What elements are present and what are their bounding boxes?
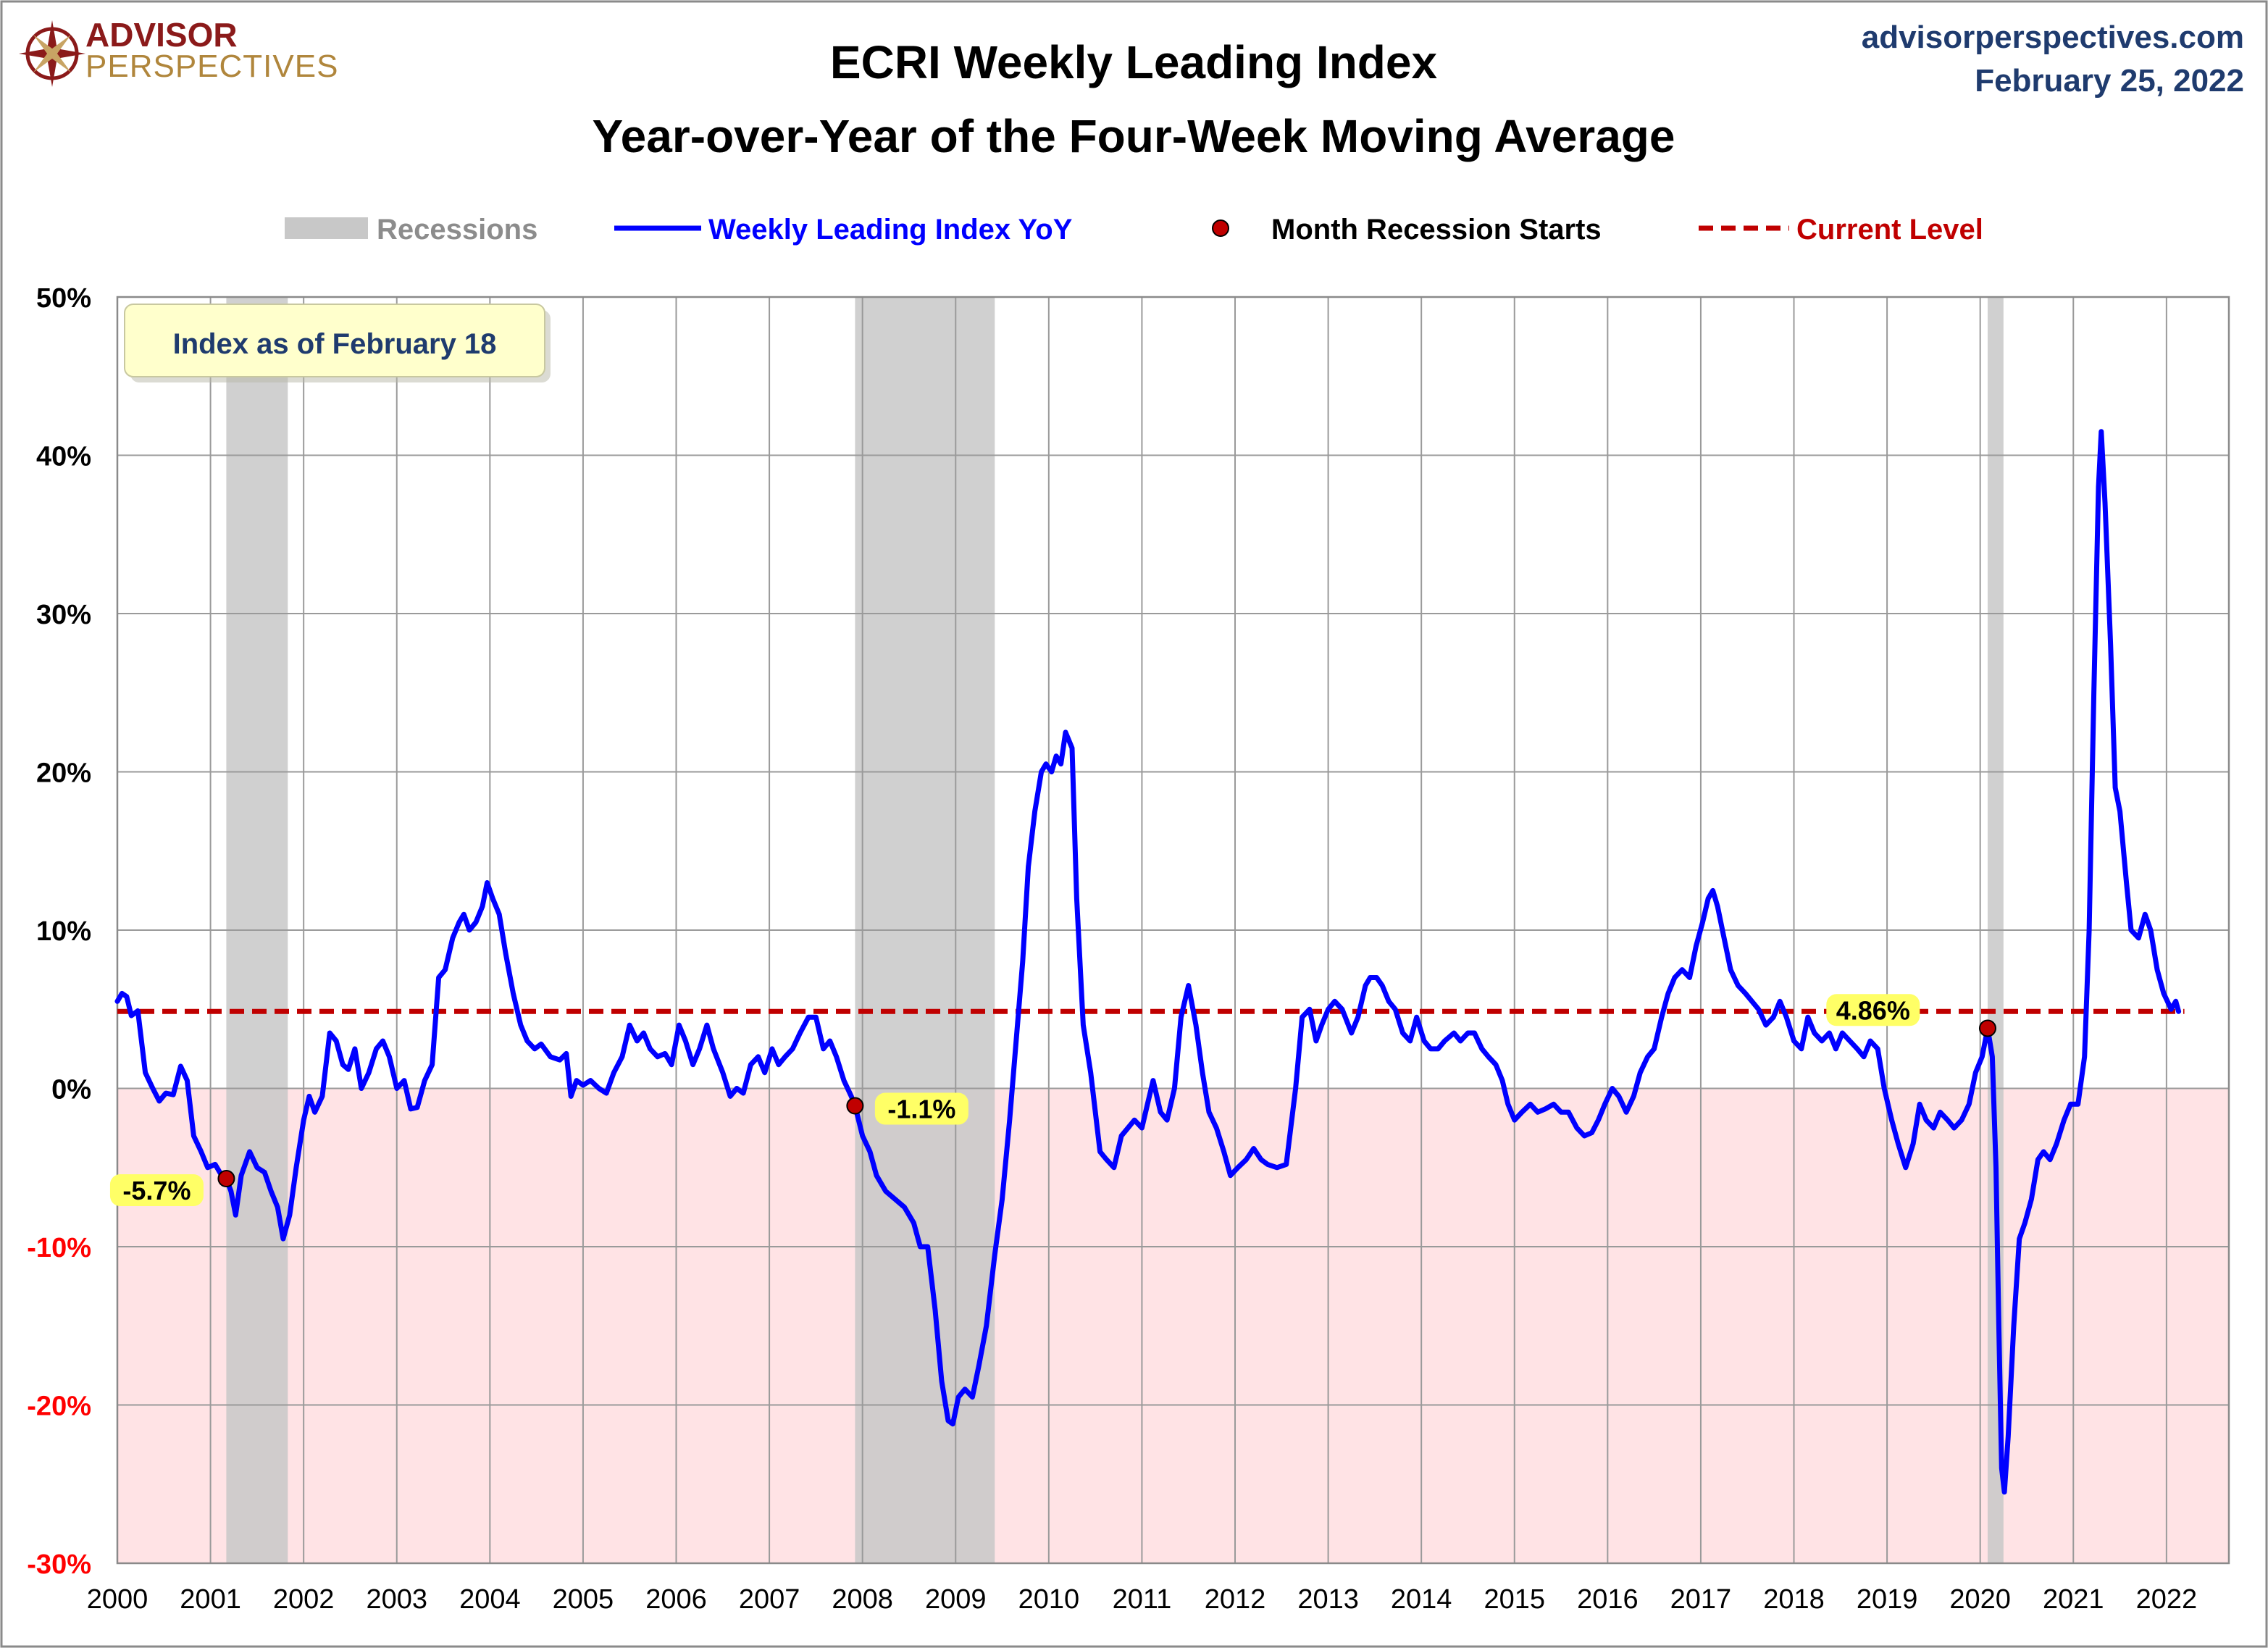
y-tick-label: 0% — [51, 1075, 91, 1105]
y-tick-label: 40% — [36, 442, 91, 472]
recession-start-marker — [218, 1171, 234, 1187]
recession-start-label: -5.7% — [122, 1176, 191, 1205]
recession-start-marker — [1980, 1020, 1996, 1036]
x-tick-label: 2006 — [645, 1584, 707, 1615]
legend-series-label: Weekly Leading Index YoY — [708, 214, 1073, 246]
negative-zone — [117, 1089, 2229, 1564]
current-level-label: 4.86% — [1836, 995, 1910, 1025]
site-url: advisorperspectives.com — [1862, 20, 2244, 55]
x-tick-label: 2016 — [1577, 1584, 1639, 1615]
recession-start-label: -1.1% — [887, 1095, 955, 1124]
x-tick-label: 2018 — [1763, 1584, 1825, 1615]
x-tick-label: 2013 — [1297, 1584, 1359, 1615]
chart-title: ECRI Weekly Leading Index — [830, 36, 1438, 88]
x-tick-label: 2021 — [2043, 1584, 2104, 1615]
x-tick-label: 2011 — [1113, 1584, 1172, 1615]
x-tick-label: 2019 — [1857, 1584, 1918, 1615]
recession-start-marker — [847, 1098, 863, 1114]
legend-recessions-swatch — [285, 217, 368, 239]
logo-sub: PERSPECTIVES — [85, 49, 338, 84]
x-tick-label: 2009 — [925, 1584, 987, 1615]
y-tick-label: 10% — [36, 916, 91, 947]
x-tick-label: 2010 — [1018, 1584, 1080, 1615]
x-tick-label: 2001 — [180, 1584, 241, 1615]
x-tick-label: 2017 — [1670, 1584, 1732, 1615]
x-tick-label: 2008 — [832, 1584, 893, 1615]
y-tick-label: 50% — [36, 283, 91, 314]
legend-recessions-label: Recessions — [377, 214, 537, 246]
legend-starts-label: Month Recession Starts — [1271, 214, 1602, 246]
x-tick-label: 2014 — [1391, 1584, 1452, 1615]
x-tick-label: 2020 — [1949, 1584, 2011, 1615]
x-tick-label: 2003 — [366, 1584, 427, 1615]
y-tick-label: -30% — [27, 1549, 91, 1580]
y-tick-label: -20% — [27, 1392, 91, 1422]
x-tick-label: 2015 — [1484, 1584, 1545, 1615]
y-tick-label: -10% — [27, 1233, 91, 1263]
legend-current-label: Current Level — [1796, 214, 1983, 246]
x-tick-label: 2022 — [2136, 1584, 2198, 1615]
x-tick-label: 2007 — [739, 1584, 800, 1615]
legend-starts-marker — [1213, 220, 1229, 236]
x-tick-label: 2005 — [553, 1584, 614, 1615]
y-tick-label: 30% — [36, 600, 91, 630]
index-note-text: Index as of February 18 — [173, 328, 497, 360]
x-tick-label: 2000 — [87, 1584, 148, 1615]
x-tick-label: 2012 — [1205, 1584, 1266, 1615]
y-tick-label: 20% — [36, 758, 91, 789]
x-tick-label: 2002 — [273, 1584, 335, 1615]
chart-subtitle: Year-over-Year of the Four-Week Moving A… — [593, 110, 1675, 162]
site-date: February 25, 2022 — [1975, 63, 2244, 99]
x-axis-ticks: 2000 2001 2002 2003 2004 2005 2006 2007 2008 2009… — [87, 1584, 2197, 1615]
plot-area: -5.7% -1.1% 4.86% — [110, 297, 2229, 1563]
index-note: Index as of February 18 — [125, 304, 551, 382]
x-tick-label: 2004 — [459, 1584, 521, 1615]
